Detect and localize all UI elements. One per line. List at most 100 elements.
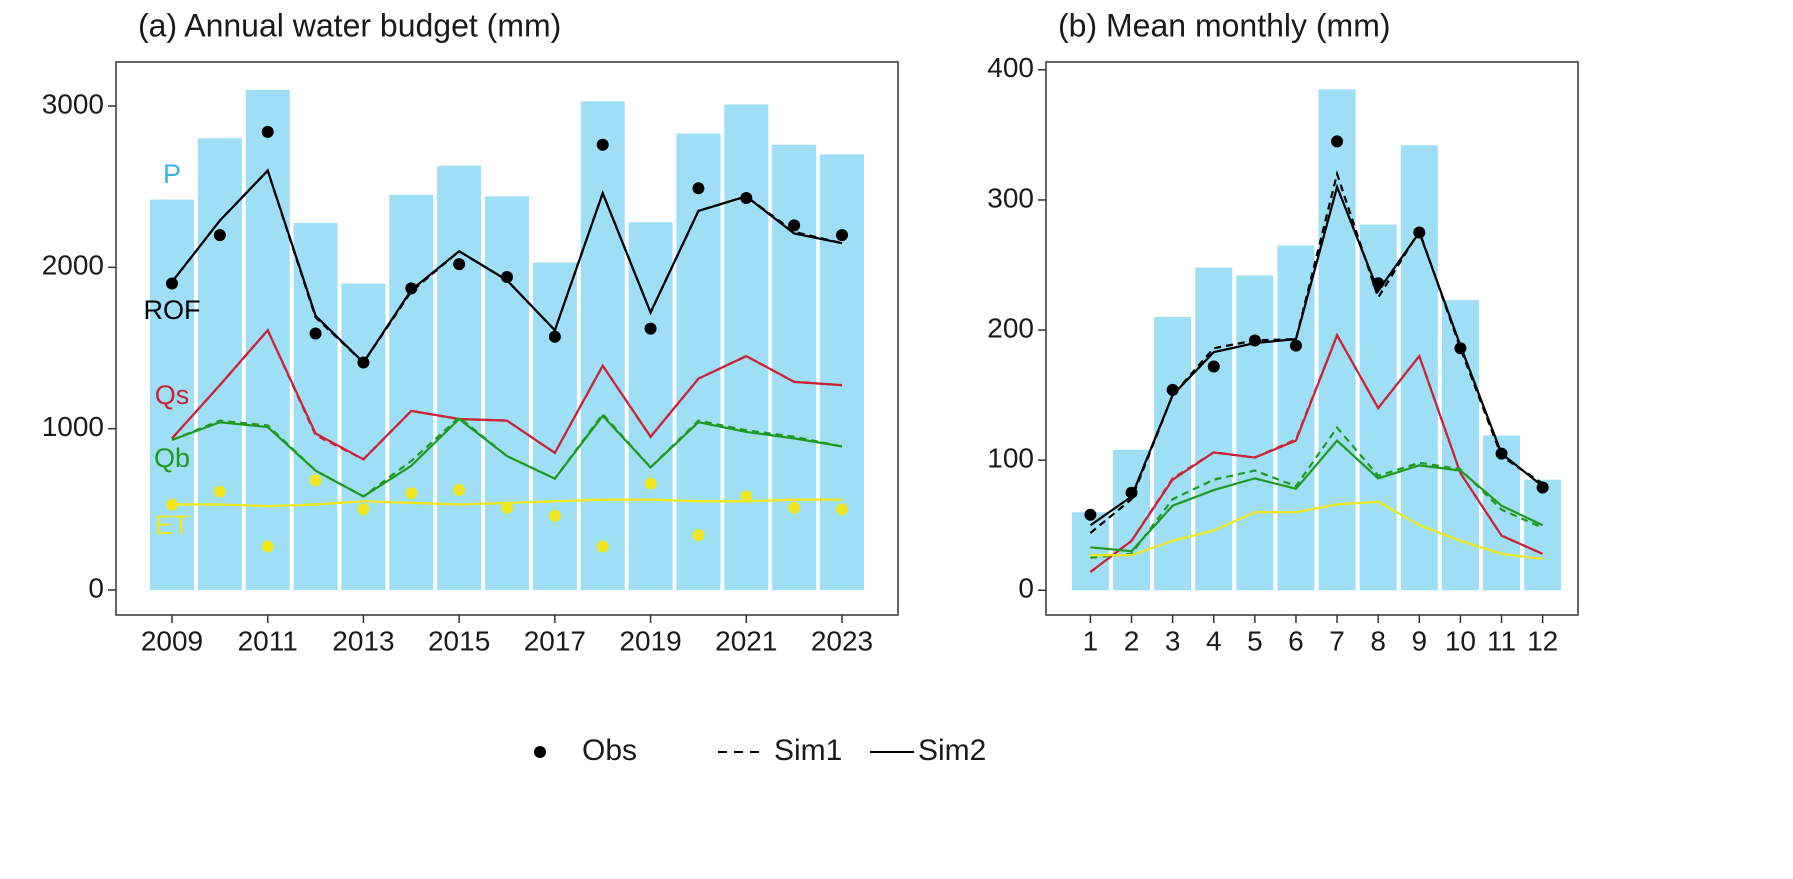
- obs-point: [309, 474, 322, 487]
- bar: [1236, 275, 1274, 591]
- obs-point: [165, 498, 178, 511]
- bar: [676, 133, 721, 590]
- bar: [1195, 267, 1233, 591]
- chart-title: (a) Annual water budget (mm): [138, 7, 561, 43]
- bar: [197, 138, 242, 590]
- obs-point: [788, 219, 801, 232]
- obs-point: [1413, 226, 1426, 239]
- sim2-line: [1089, 183, 1544, 527]
- obs-point: [692, 182, 705, 195]
- y-tick-label: 1000: [42, 411, 104, 442]
- bar: [1154, 317, 1192, 591]
- x-tick-label: 6: [1288, 625, 1304, 656]
- obs-point: [453, 483, 466, 496]
- series-label: ET: [155, 510, 190, 540]
- obs-point: [357, 356, 370, 369]
- obs-point: [1289, 339, 1302, 352]
- x-tick-label: 4: [1206, 625, 1222, 656]
- obs-point: [548, 330, 561, 343]
- obs-point: [836, 503, 849, 516]
- bar: [245, 89, 290, 590]
- obs-point: [501, 501, 513, 514]
- x-tick-label: 2021: [715, 625, 777, 656]
- obs-point: [548, 509, 561, 522]
- bar: [724, 104, 769, 590]
- legend-key: [534, 746, 546, 758]
- obs-point: [644, 477, 657, 490]
- bar: [1483, 435, 1521, 591]
- y-tick-label: 3000: [42, 88, 104, 119]
- x-tick-label: 2017: [524, 625, 586, 656]
- x-tick-label: 11: [1487, 625, 1516, 656]
- sim2-line: [1090, 439, 1544, 553]
- x-tick-label: 2: [1124, 625, 1140, 656]
- legend-label: Obs: [582, 734, 637, 767]
- bar: [1318, 89, 1356, 591]
- obs-point: [213, 229, 226, 242]
- chart-title: (b) Mean monthly (mm): [1058, 7, 1391, 43]
- sim2-line: [171, 414, 843, 498]
- x-tick-label: 2013: [332, 625, 394, 656]
- obs-point: [261, 540, 274, 553]
- obs-point: [1495, 447, 1508, 460]
- obs-point: [213, 485, 226, 498]
- obs-point: [1084, 508, 1097, 521]
- series-label: P: [163, 159, 181, 189]
- series-label: Qs: [155, 380, 190, 410]
- x-tick-label: 2023: [811, 625, 873, 656]
- obs-point: [501, 271, 513, 284]
- x-tick-label: 10: [1445, 625, 1476, 656]
- x-tick-label: 12: [1527, 625, 1558, 656]
- bar: [341, 283, 386, 590]
- x-tick-label: 2015: [428, 625, 490, 656]
- legend-label: Sim2: [918, 734, 986, 767]
- obs-point: [644, 322, 657, 335]
- obs-point: [165, 277, 178, 290]
- obs-point: [740, 490, 753, 503]
- obs-point: [1125, 486, 1138, 499]
- legend-label: Sim1: [774, 734, 842, 767]
- sim2-line: [171, 328, 843, 461]
- obs-point: [1166, 383, 1179, 396]
- y-tick-label: 2000: [42, 250, 104, 281]
- bar: [389, 194, 434, 590]
- obs-point: [1207, 360, 1220, 373]
- bar: [580, 101, 625, 590]
- x-tick-label: 2009: [141, 625, 203, 656]
- obs-point: [788, 501, 801, 514]
- series-label: Qb: [154, 443, 190, 473]
- obs-point: [405, 282, 418, 295]
- x-tick-label: 8: [1370, 625, 1386, 656]
- obs-point: [740, 191, 753, 204]
- x-tick-label: 5: [1247, 625, 1263, 656]
- obs-point: [357, 503, 370, 516]
- obs-point: [1454, 342, 1467, 355]
- x-tick-label: 7: [1329, 625, 1345, 656]
- y-tick-label: 100: [987, 443, 1034, 474]
- x-tick-label: 2019: [619, 625, 681, 656]
- bar: [1400, 145, 1438, 591]
- series-label: ROF: [143, 295, 200, 325]
- obs-point: [596, 138, 609, 151]
- obs-point: [596, 540, 609, 553]
- obs-point: [453, 258, 466, 271]
- obs-point: [261, 125, 274, 138]
- obs-point: [1331, 135, 1344, 148]
- y-tick-label: 0: [88, 572, 104, 603]
- y-tick-label: 400: [987, 52, 1034, 83]
- obs-point: [1372, 277, 1385, 290]
- obs-point: [309, 327, 322, 340]
- obs-point: [836, 229, 849, 242]
- obs-point: [1536, 481, 1549, 494]
- x-tick-label: 9: [1412, 625, 1428, 656]
- bar: [1277, 245, 1315, 591]
- bar: [293, 222, 338, 590]
- bar: [772, 144, 817, 590]
- sim2-line: [1089, 332, 1544, 573]
- sim2-line: [1090, 500, 1543, 561]
- x-tick-label: 1: [1083, 625, 1099, 656]
- obs-point: [1248, 334, 1261, 347]
- x-tick-label: 3: [1165, 625, 1181, 656]
